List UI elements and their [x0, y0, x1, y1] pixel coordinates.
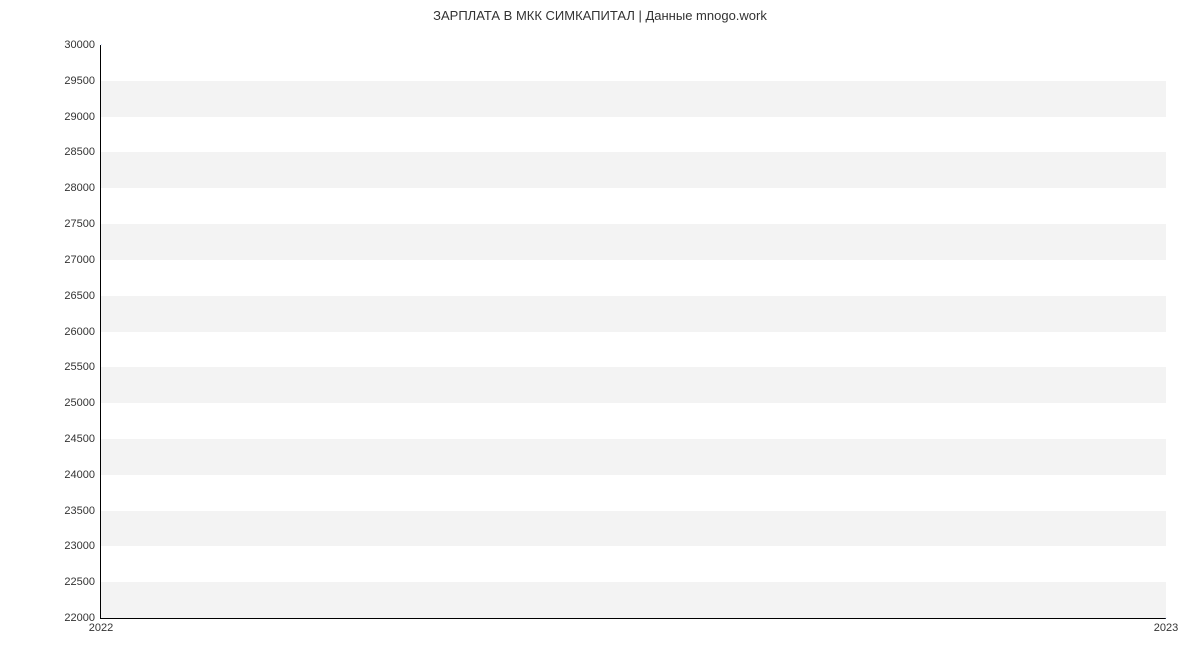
- y-tick-label: 27500: [64, 218, 95, 230]
- x-tick-label: 2022: [89, 622, 113, 634]
- y-tick-label: 23000: [64, 540, 95, 552]
- y-tick-label: 27000: [64, 254, 95, 266]
- grid-band: [101, 475, 1166, 511]
- grid-band: [101, 81, 1166, 117]
- grid-band: [101, 296, 1166, 332]
- y-tick-label: 22500: [64, 576, 95, 588]
- grid-band: [101, 332, 1166, 368]
- y-tick-label: 28000: [64, 182, 95, 194]
- y-tick-label: 23500: [64, 505, 95, 517]
- grid-band: [101, 188, 1166, 224]
- y-tick-label: 25000: [64, 397, 95, 409]
- grid-band: [101, 117, 1166, 153]
- grid-band: [101, 582, 1166, 618]
- y-tick-label: 29000: [64, 111, 95, 123]
- y-tick-label: 26000: [64, 326, 95, 338]
- grid-band: [101, 260, 1166, 296]
- y-tick-label: 26500: [64, 290, 95, 302]
- y-tick-label: 25500: [64, 361, 95, 373]
- grid-band: [101, 546, 1166, 582]
- y-tick-label: 24500: [64, 433, 95, 445]
- grid-band: [101, 439, 1166, 475]
- y-tick-label: 30000: [64, 39, 95, 51]
- x-tick-label: 2023: [1154, 622, 1178, 634]
- chart-container: ЗАРПЛАТА В МКК СИМКАПИТАЛ | Данные mnogo…: [0, 0, 1200, 650]
- chart-title: ЗАРПЛАТА В МКК СИМКАПИТАЛ | Данные mnogo…: [0, 8, 1200, 23]
- grid-band: [101, 367, 1166, 403]
- grid-band: [101, 152, 1166, 188]
- grid-band: [101, 224, 1166, 260]
- y-tick-label: 28500: [64, 146, 95, 158]
- y-tick-label: 24000: [64, 469, 95, 481]
- grid-band: [101, 511, 1166, 547]
- plot-area: 2200022500230002350024000245002500025500…: [100, 45, 1166, 619]
- grid-band: [101, 45, 1166, 81]
- y-tick-label: 29500: [64, 75, 95, 87]
- grid-band: [101, 403, 1166, 439]
